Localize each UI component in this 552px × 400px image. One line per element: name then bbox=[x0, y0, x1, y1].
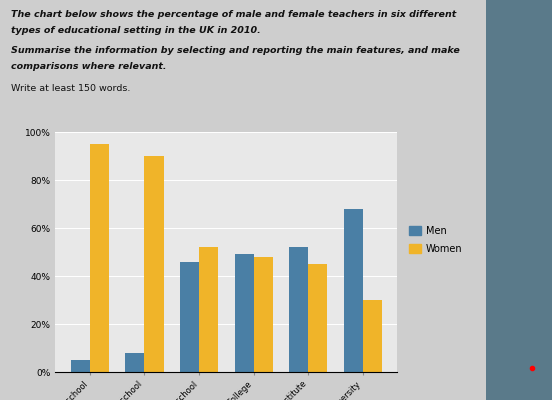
Bar bbox=[289, 247, 308, 372]
Bar bbox=[308, 264, 327, 372]
Bar bbox=[253, 257, 273, 372]
Legend: Men, Women: Men, Women bbox=[409, 226, 462, 254]
Bar bbox=[344, 209, 363, 372]
Bar bbox=[90, 144, 109, 372]
Bar bbox=[199, 247, 218, 372]
Bar bbox=[71, 360, 90, 372]
Bar bbox=[363, 300, 382, 372]
Text: Write at least 150 words.: Write at least 150 words. bbox=[11, 84, 130, 93]
Bar bbox=[145, 156, 163, 372]
Bar bbox=[235, 254, 253, 372]
Bar bbox=[180, 262, 199, 372]
Text: Summarise the information by selecting and reporting the main features, and make: Summarise the information by selecting a… bbox=[11, 46, 460, 55]
Text: types of educational setting in the UK in 2010.: types of educational setting in the UK i… bbox=[11, 26, 261, 35]
Text: comparisons where relevant.: comparisons where relevant. bbox=[11, 62, 167, 71]
Text: The chart below shows the percentage of male and female teachers in six differen: The chart below shows the percentage of … bbox=[11, 10, 457, 19]
Bar bbox=[125, 353, 145, 372]
